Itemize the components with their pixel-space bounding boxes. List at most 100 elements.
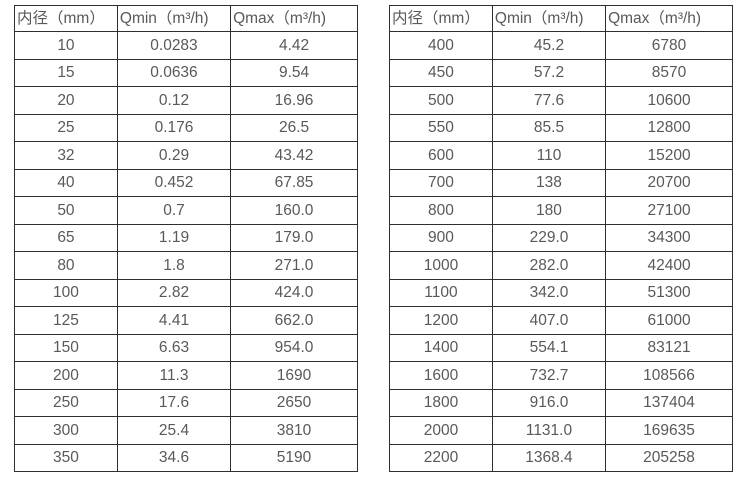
table-cell: 1131.0 — [491, 416, 607, 445]
table-cell: 50 — [14, 196, 118, 225]
table-cell: 1600 — [389, 361, 493, 390]
table-cell: 1200 — [389, 306, 493, 335]
table-cell: 954.0 — [230, 333, 358, 362]
table-cell: 0.12 — [116, 86, 232, 115]
table-cell: 400 — [389, 31, 493, 60]
table-cell: 424.0 — [230, 278, 358, 307]
table-header-row: 内径（mm） Qmin（m³/h) Qmax（m³/h) — [14, 5, 358, 32]
table-cell: 407.0 — [491, 306, 607, 335]
table-cell: 12800 — [605, 113, 733, 142]
table-row: 1400 554.1 83121 — [389, 333, 733, 362]
table-cell: 180 — [491, 196, 607, 225]
table-row: 15 0.0636 9.54 — [14, 58, 358, 87]
table-cell: 1000 — [389, 251, 493, 280]
table-cell: 27100 — [605, 196, 733, 225]
table-cell: 600 — [389, 141, 493, 170]
table-cell: 5190 — [230, 443, 358, 472]
table-cell: 554.1 — [491, 333, 607, 362]
table-cell: 80 — [14, 251, 118, 280]
table-cell: 110 — [491, 141, 607, 170]
table-cell: 40 — [14, 168, 118, 197]
table-cell: 179.0 — [230, 223, 358, 252]
table-cell: 1100 — [389, 278, 493, 307]
table-cell: 4.42 — [230, 31, 358, 60]
table-cell: 800 — [389, 196, 493, 225]
table-cell: 1.8 — [116, 251, 232, 280]
table-row: 125 4.41 662.0 — [14, 306, 358, 335]
column-header-qmax: Qmax（m³/h) — [605, 5, 733, 32]
table-cell: 15 — [14, 58, 118, 87]
table-cell: 65 — [14, 223, 118, 252]
table-cell: 916.0 — [491, 388, 607, 417]
table-header-row: 内径（mm） Qmin（m³/h) Qmax（m³/h) — [389, 5, 733, 32]
flow-table-large-diameters: 内径（mm） Qmin（m³/h) Qmax（m³/h) 400 45.2 6780… — [389, 5, 733, 472]
table-cell: 15200 — [605, 141, 733, 170]
table-row: 2200 1368.4 205258 — [389, 443, 733, 472]
table-cell: 34300 — [605, 223, 733, 252]
table-cell: 250 — [14, 388, 118, 417]
table-cell: 0.29 — [116, 141, 232, 170]
table-row: 1200 407.0 61000 — [389, 306, 733, 335]
table-cell: 0.452 — [116, 168, 232, 197]
table-row: 1600 732.7 108566 — [389, 361, 733, 390]
table-cell: 1400 — [389, 333, 493, 362]
table-cell: 2650 — [230, 388, 358, 417]
table-cell: 1800 — [389, 388, 493, 417]
table-cell: 57.2 — [491, 58, 607, 87]
table-cell: 200 — [14, 361, 118, 390]
table-cell: 2000 — [389, 416, 493, 445]
table-cell: 108566 — [605, 361, 733, 390]
table-cell: 10 — [14, 31, 118, 60]
table-cell: 138 — [491, 168, 607, 197]
table-cell: 342.0 — [491, 278, 607, 307]
table-cell: 4.41 — [116, 306, 232, 335]
table-row: 1800 916.0 137404 — [389, 388, 733, 417]
table-cell: 67.85 — [230, 168, 358, 197]
table-row: 300 25.4 3810 — [14, 416, 358, 445]
table-cell: 26.5 — [230, 113, 358, 142]
table-cell: 16.96 — [230, 86, 358, 115]
table-cell: 282.0 — [491, 251, 607, 280]
column-header-qmin: Qmin（m³/h) — [116, 5, 232, 32]
table-cell: 17.6 — [116, 388, 232, 417]
table-cell: 83121 — [605, 333, 733, 362]
table-cell: 0.0283 — [116, 31, 232, 60]
table-cell: 8570 — [605, 58, 733, 87]
table-cell: 2.82 — [116, 278, 232, 307]
table-cell: 32 — [14, 141, 118, 170]
table-cell: 6.63 — [116, 333, 232, 362]
table-row: 900 229.0 34300 — [389, 223, 733, 252]
table-row: 700 138 20700 — [389, 168, 733, 197]
table-cell: 43.42 — [230, 141, 358, 170]
table-row: 65 1.19 179.0 — [14, 223, 358, 252]
table-cell: 10600 — [605, 86, 733, 115]
table-row: 450 57.2 8570 — [389, 58, 733, 87]
table-cell: 450 — [389, 58, 493, 87]
table-cell: 300 — [14, 416, 118, 445]
table-cell: 271.0 — [230, 251, 358, 280]
table-cell: 34.6 — [116, 443, 232, 472]
table-row: 150 6.63 954.0 — [14, 333, 358, 362]
table-cell: 700 — [389, 168, 493, 197]
table-cell: 169635 — [605, 416, 733, 445]
table-cell: 25 — [14, 113, 118, 142]
table-cell: 0.0636 — [116, 58, 232, 87]
table-cell: 137404 — [605, 388, 733, 417]
table-cell: 61000 — [605, 306, 733, 335]
table-row: 500 77.6 10600 — [389, 86, 733, 115]
table-row: 200 11.3 1690 — [14, 361, 358, 390]
table-cell: 1368.4 — [491, 443, 607, 472]
table-cell: 11.3 — [116, 361, 232, 390]
table-body: 10 0.0283 4.42 15 0.0636 9.54 20 0.12 16.96 25 0.1… — [14, 31, 358, 472]
table-row: 25 0.176 26.5 — [14, 113, 358, 142]
table-cell: 150 — [14, 333, 118, 362]
table-row: 50 0.7 160.0 — [14, 196, 358, 225]
table-cell: 160.0 — [230, 196, 358, 225]
table-row: 1000 282.0 42400 — [389, 251, 733, 280]
table-cell: 550 — [389, 113, 493, 142]
table-cell: 732.7 — [491, 361, 607, 390]
table-cell: 25.4 — [116, 416, 232, 445]
table-row: 20 0.12 16.96 — [14, 86, 358, 115]
table-cell: 125 — [14, 306, 118, 335]
